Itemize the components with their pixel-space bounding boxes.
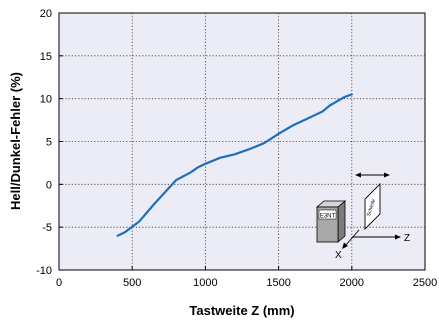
reflector-label: Schleife — [366, 198, 377, 217]
x-tick-label: 0 — [56, 277, 62, 289]
y-tick-label: -5 — [42, 222, 52, 234]
x-axis-label: Tastweite Z (mm) — [189, 303, 294, 318]
sensor-label: E3NT — [320, 214, 336, 220]
x-tick-label: 2000 — [340, 277, 364, 289]
y-tick-label: 5 — [46, 137, 52, 149]
x-movement-arrow-left-head — [355, 172, 361, 178]
y-tick-label: 15 — [40, 51, 52, 63]
x-tick-label: 2500 — [413, 277, 437, 289]
z-axis-arrowhead — [395, 234, 401, 240]
x-axis-arrowhead — [342, 242, 348, 249]
y-tick-label: -10 — [36, 265, 52, 277]
x-tick-label: 1500 — [266, 277, 290, 289]
x-axis-marker-label: X — [335, 250, 342, 261]
sensor-diagram: E3NT Schleife Z X — [315, 172, 410, 261]
x-axis-line — [344, 229, 360, 247]
series-line — [116, 93, 353, 237]
x-tick-label: 500 — [123, 277, 141, 289]
x-tick-label: 1000 — [193, 277, 217, 289]
grid — [59, 13, 425, 270]
sensor-label-box — [318, 209, 337, 220]
y-axis-label: Hell/Dunkel-Fehler (%) — [8, 72, 23, 210]
z-axis-label: Z — [404, 233, 410, 244]
reflector — [364, 182, 381, 231]
series-layer — [116, 93, 353, 237]
y-tick-label: 10 — [40, 94, 52, 106]
axis-ticks: 0 500 1000 1500 2000 2500 -10 -5 0 5 10 15 20 — [36, 8, 437, 289]
x-movement-arrow-right-head — [384, 172, 390, 178]
y-tick-label: 0 — [46, 179, 52, 191]
sensor-box-side — [337, 200, 346, 243]
y-tick-label: 20 — [40, 8, 52, 20]
